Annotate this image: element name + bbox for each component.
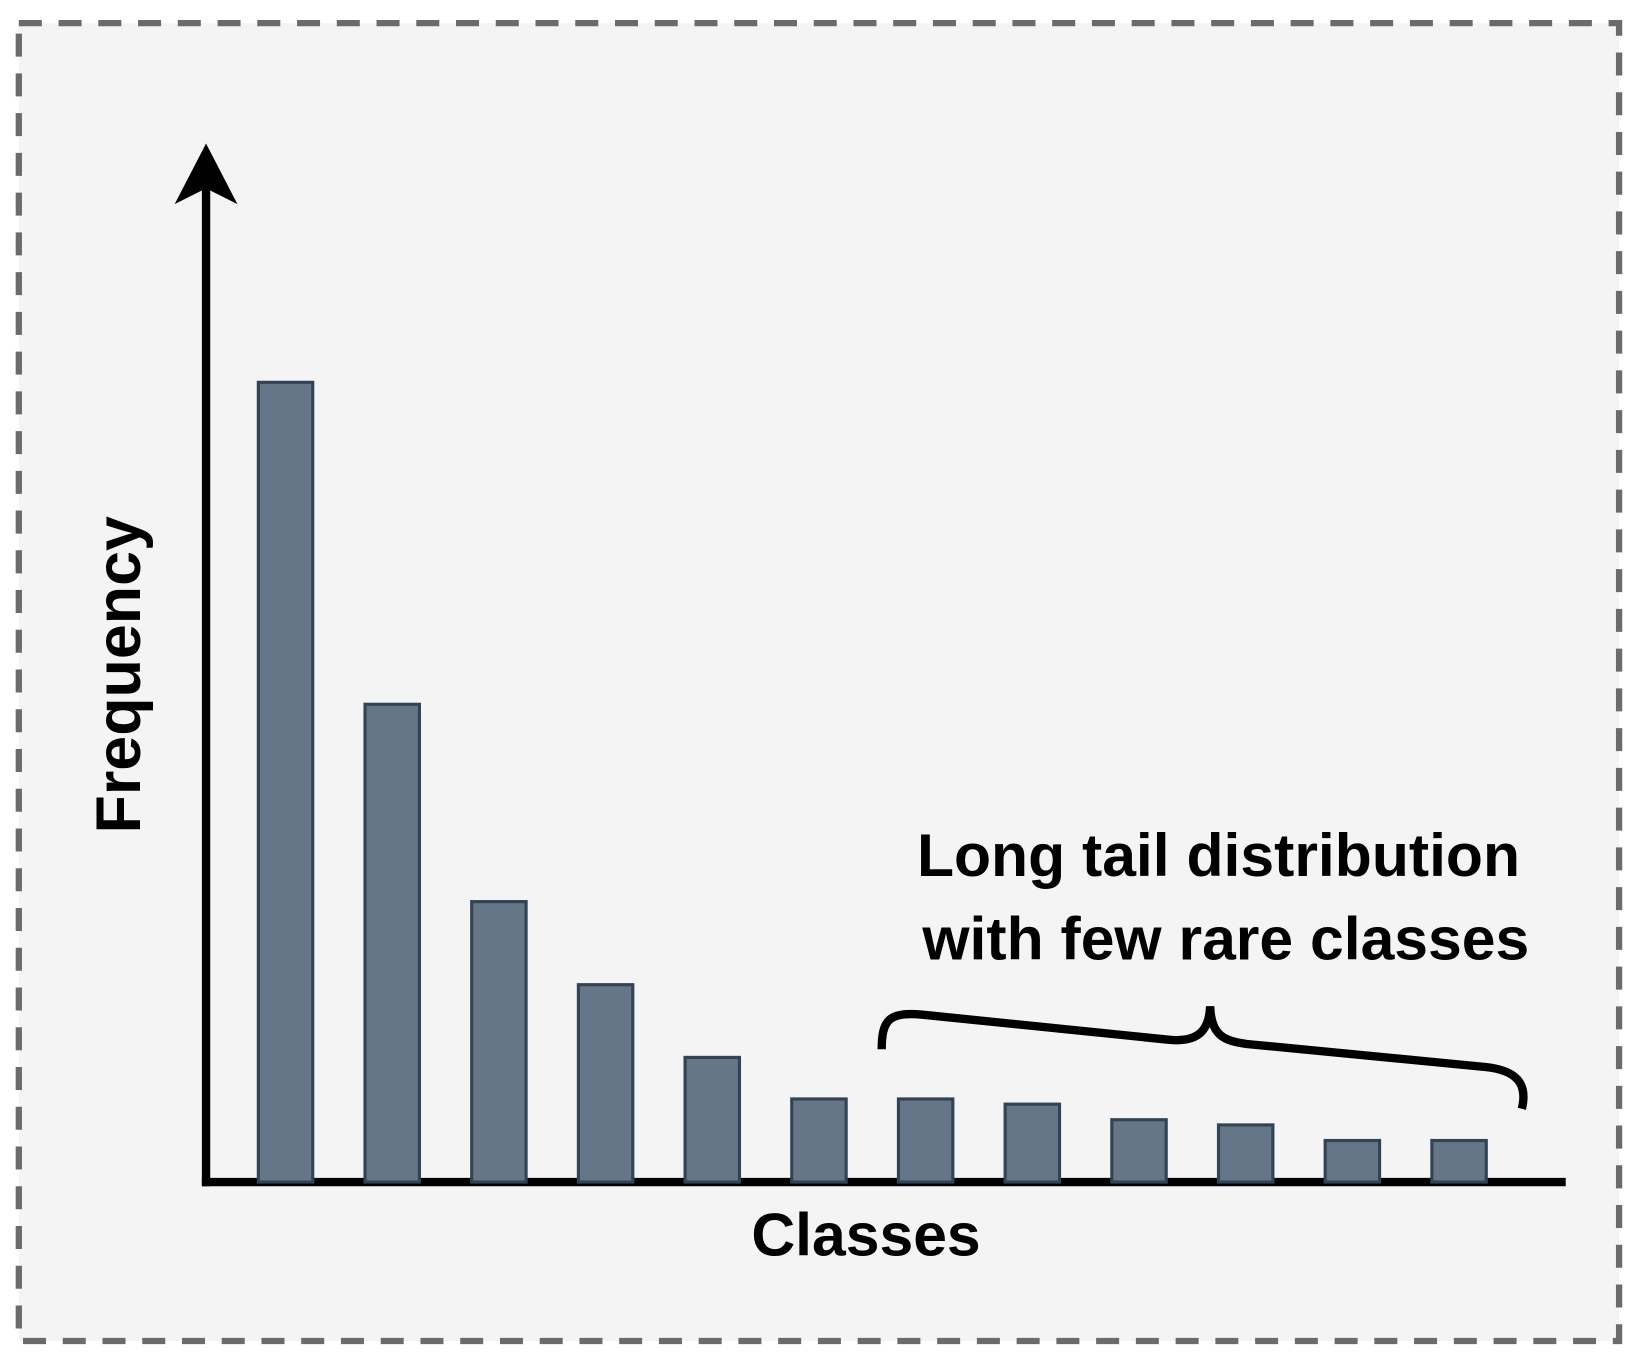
bar bbox=[363, 702, 421, 1184]
annotation: with few rare classes bbox=[921, 905, 1529, 973]
bar bbox=[470, 900, 528, 1184]
bar bbox=[1323, 1138, 1382, 1184]
y-axis-label: Frequency bbox=[84, 516, 154, 833]
annotation: Long tail distribution bbox=[917, 821, 1520, 889]
bar bbox=[1216, 1123, 1275, 1184]
bar bbox=[896, 1097, 955, 1184]
bar bbox=[576, 983, 635, 1184]
brace bbox=[877, 1005, 1528, 1110]
bar bbox=[1430, 1138, 1488, 1184]
bar bbox=[683, 1055, 742, 1184]
bar bbox=[790, 1097, 848, 1184]
bar bbox=[256, 380, 315, 1184]
x-axis-label: Classes bbox=[751, 1201, 980, 1269]
bar bbox=[1110, 1118, 1168, 1184]
bar bbox=[1003, 1102, 1062, 1184]
y-axis-arrow bbox=[174, 143, 238, 205]
